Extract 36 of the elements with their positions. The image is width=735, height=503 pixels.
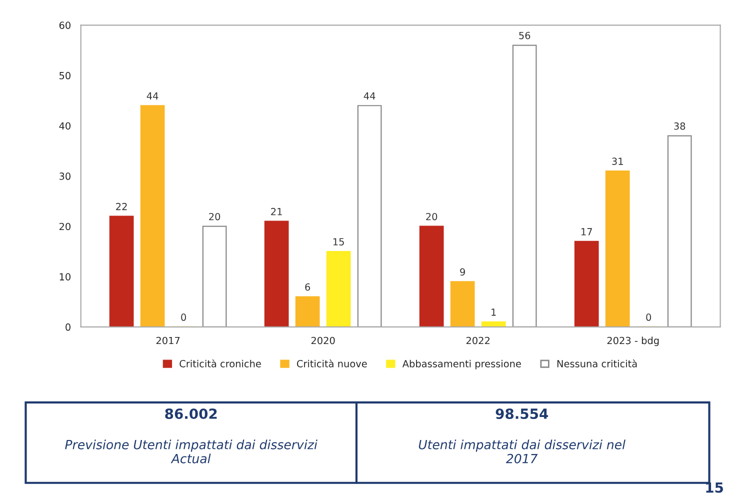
text: 86.002	[165, 408, 217, 420]
y-tick-label: 60	[59, 22, 70, 29]
data-label: 20	[209, 212, 220, 220]
data-label: 9	[460, 268, 465, 276]
y-tick-label: 10	[60, 273, 70, 280]
y-tick-label: 50	[60, 72, 70, 80]
y-tick-label: 0	[66, 323, 70, 331]
data-label: 20	[426, 212, 438, 220]
x-tick-label: 2023 - bdg	[607, 336, 659, 346]
text: Previsione Utenti impattati dai disservizi Actual	[65, 440, 318, 464]
text: Utenti impattati dai disservizi nel 2017	[418, 440, 626, 464]
data-label: 44	[364, 92, 376, 100]
text: 15	[706, 482, 724, 493]
data-label: 6	[305, 283, 310, 291]
data-label: 1	[492, 308, 496, 316]
data-label: 44	[146, 92, 158, 100]
data-label: 56	[519, 32, 530, 40]
data-label: 0	[181, 314, 186, 321]
y-tick-label: 40	[59, 122, 70, 130]
legend-label: Nessuna criticità	[557, 359, 637, 368]
data-label: 22	[116, 202, 127, 210]
data-label: 38	[674, 122, 686, 130]
text: 98.554	[496, 408, 548, 420]
data-label: 31	[612, 158, 623, 165]
x-tick-label: 2017	[156, 336, 180, 344]
y-tick-label: 20	[59, 222, 70, 230]
y-tick-label: 30	[60, 172, 70, 180]
legend-label: Criticità croniche	[180, 359, 261, 368]
data-label: 15	[333, 238, 344, 246]
x-tick-label: 2020	[311, 336, 335, 344]
data-label: 21	[271, 208, 282, 216]
x-tick-label: 2022	[466, 336, 490, 344]
data-label: 17	[581, 228, 592, 236]
legend-label: Criticità nuove	[296, 359, 367, 368]
legend-label: Abbassamenti pressione	[402, 360, 521, 370]
data-label: 0	[646, 314, 652, 321]
